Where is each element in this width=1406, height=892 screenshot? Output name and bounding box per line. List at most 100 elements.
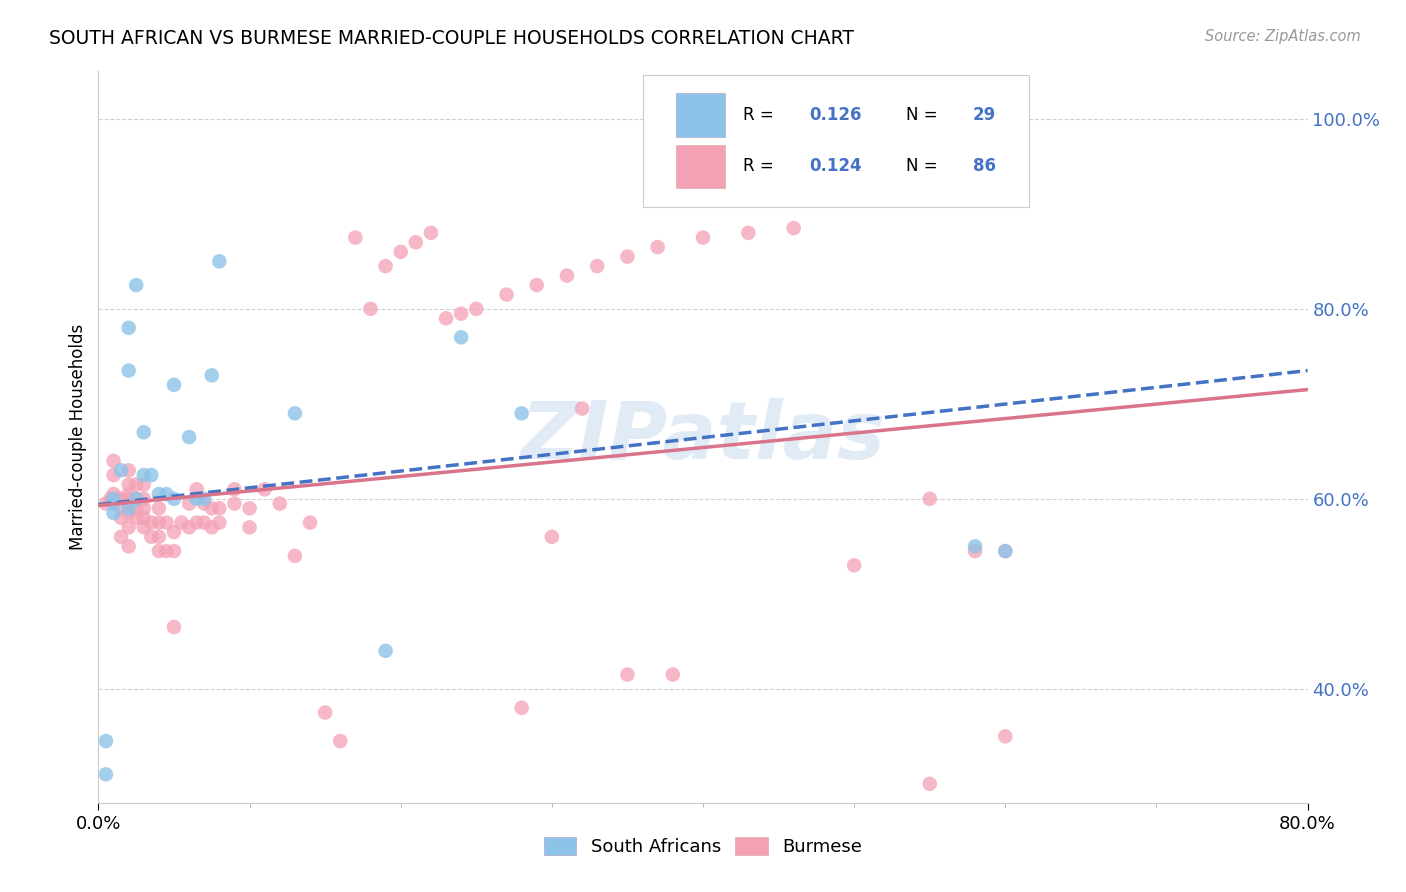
Point [510,701,533,715]
Point [555,268,578,283]
Point [179,497,201,511]
Point [118,539,141,553]
Point [224,483,246,497]
Point [994,544,1017,558]
Point [155,487,177,501]
Text: R =: R = [742,158,779,176]
Point [132,425,155,440]
Point [125,511,148,525]
Point [163,544,186,558]
Text: Source: ZipAtlas.com: Source: ZipAtlas.com [1205,29,1361,44]
Point [103,497,125,511]
Point [201,501,224,516]
Point [450,330,472,344]
Point [208,501,231,516]
Point [118,506,141,520]
Point [163,524,186,539]
Point [132,501,155,516]
Point [163,620,186,634]
Point [186,491,208,506]
Point [994,544,1017,558]
Point [132,511,155,525]
Point [105,491,128,506]
Point [193,491,215,506]
Point [118,520,141,534]
Point [918,777,941,791]
Point [405,235,427,250]
Point [94,497,117,511]
Point [616,667,638,681]
Point [193,497,215,511]
Text: ZIPatlas: ZIPatlas [520,398,886,476]
Text: SOUTH AFRICAN VS BURMESE MARRIED-COUPLE HOUSEHOLDS CORRELATION CHART: SOUTH AFRICAN VS BURMESE MARRIED-COUPLE … [49,29,855,47]
Point [329,734,352,748]
Point [224,497,246,511]
Text: 29: 29 [973,106,995,124]
Point [179,520,201,534]
Point [239,520,262,534]
Point [125,278,148,293]
Point [118,501,141,516]
Point [125,477,148,491]
Point [155,544,177,558]
Point [118,477,141,491]
Y-axis label: Married-couple Households: Married-couple Households [69,324,87,550]
Point [647,240,669,254]
Point [103,468,125,483]
Point [103,454,125,468]
Point [616,250,638,264]
Point [163,491,186,506]
FancyBboxPatch shape [676,145,724,188]
Point [118,463,141,477]
Point [125,491,148,506]
Point [526,278,548,293]
Point [103,506,125,520]
Point [284,406,307,420]
Point [118,321,141,335]
Text: R =: R = [742,106,779,124]
Point [661,667,683,681]
Point [586,259,609,273]
Point [141,468,163,483]
Text: N =: N = [905,106,943,124]
Point [389,244,412,259]
Point [692,230,714,244]
Point [94,767,117,781]
Text: 0.126: 0.126 [810,106,862,124]
Point [110,491,132,506]
Point [110,463,132,477]
Point [148,501,170,516]
Point [434,311,457,326]
Point [132,468,155,483]
Point [208,254,231,268]
Point [450,307,472,321]
Text: N =: N = [905,158,943,176]
Text: 86: 86 [973,158,995,176]
Point [239,501,262,516]
Point [94,734,117,748]
Point [103,487,125,501]
Point [844,558,866,573]
Point [179,430,201,444]
Point [148,516,170,530]
FancyBboxPatch shape [676,94,724,137]
Point [170,516,193,530]
Point [918,491,941,506]
Point [253,483,276,497]
Point [186,483,208,497]
Point [783,221,806,235]
Point [208,516,231,530]
Point [118,363,141,377]
Point [540,530,562,544]
Point [737,226,759,240]
Point [374,259,396,273]
Legend: South Africans, Burmese: South Africans, Burmese [537,830,869,863]
Point [148,487,170,501]
Point [148,530,170,544]
Point [201,520,224,534]
Point [110,501,132,516]
Point [125,491,148,506]
Point [141,516,163,530]
Point [125,501,148,516]
Point [148,544,170,558]
